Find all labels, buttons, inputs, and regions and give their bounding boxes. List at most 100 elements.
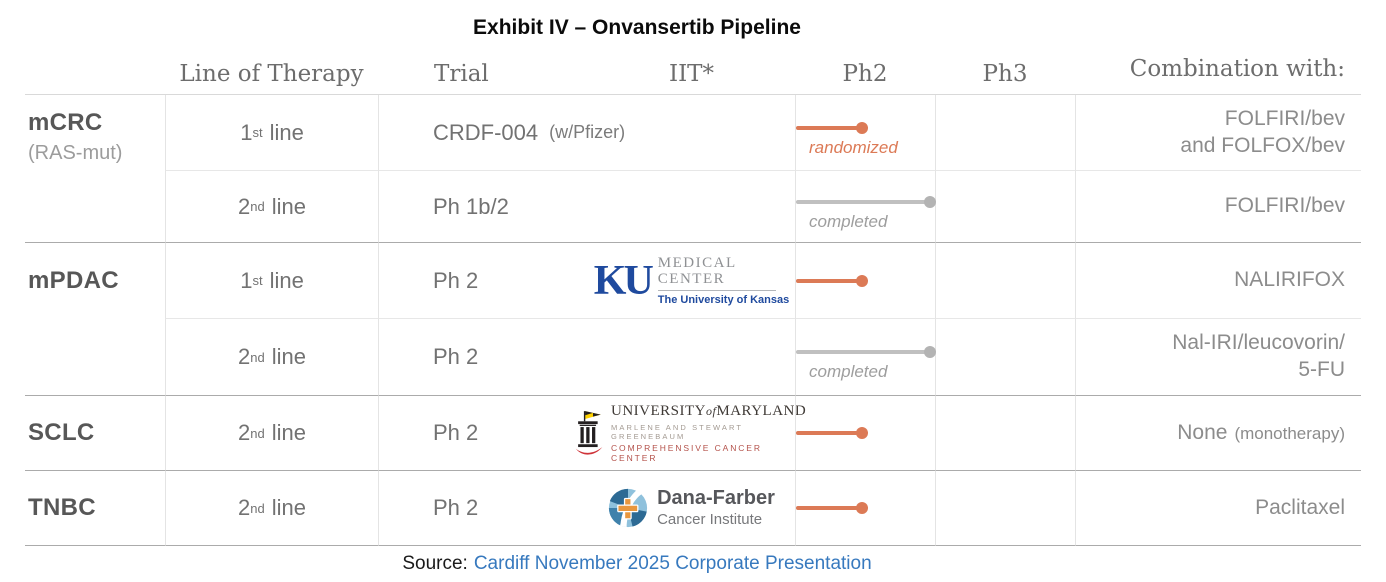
page-title: Exhibit IV – Onvansertib Pipeline <box>473 16 801 39</box>
combination-cell: FOLFIRI/bev <box>1075 171 1361 243</box>
combination-cell: NALIRIFOX <box>1075 243 1361 319</box>
line-ordinal-suffix: nd <box>250 500 265 516</box>
line-ordinal: 2 <box>238 495 251 520</box>
progress-line <box>796 195 936 208</box>
trial-name: Ph 1b/2 <box>433 193 509 219</box>
line-ordinal-suffix: st <box>252 273 263 288</box>
trial-name: CRDF-004 <box>433 119 539 145</box>
disease-sublabel: (RAS-mut) <box>28 142 123 164</box>
ku-medical-text: MEDICAL <box>657 254 737 271</box>
source-link[interactable]: Cardiff November 2025 Corporate Presenta… <box>473 553 872 574</box>
university-of-maryland-logo: UNIVERSITYofMARYLAND MARLENE AND STEWART… <box>575 403 808 463</box>
combination-line1: Paclitaxel <box>1255 495 1345 519</box>
progress-dot <box>856 274 868 287</box>
ph3-cell <box>935 396 1075 471</box>
ph3-cell <box>935 319 1075 396</box>
trial-cell: Ph 2 <box>378 319 588 396</box>
line-ordinal-suffix: nd <box>250 199 265 214</box>
ph2-cell: randomized <box>795 95 935 171</box>
disease-cell <box>25 171 165 243</box>
line-ordinal: 2 <box>238 193 251 219</box>
disease-label: mPDAC <box>28 267 119 294</box>
ph2-cell: completed <box>795 319 936 396</box>
line-ordinal: 2 <box>238 344 251 369</box>
progress-line <box>796 427 868 439</box>
line-word: line <box>271 420 306 445</box>
umd-name: UNIVERSITYofMARYLAND <box>611 403 807 419</box>
trial-partner-note: (w/Pfizer) <box>549 122 626 142</box>
disease-label: SCLC <box>28 419 95 446</box>
source-label: Source: <box>402 553 468 574</box>
ku-medical-center-logo: KU MEDICAL CENTER The University of Kans… <box>594 255 789 306</box>
ph3-cell <box>935 243 1075 319</box>
combination-note: (monotherapy) <box>1234 423 1345 443</box>
combination-cell: FOLFIRI/bev and FOLFOX/bev <box>1075 95 1361 171</box>
umd-subline-2: COMPREHENSIVE CANCER CENTER <box>611 443 762 463</box>
ph2-progress-marker: completed <box>796 171 936 242</box>
trial-cell: Ph 2 <box>378 471 588 546</box>
progress-dot <box>924 346 936 358</box>
line-ordinal-suffix: nd <box>250 349 265 365</box>
progress-dot <box>924 195 936 208</box>
ph2-progress-marker <box>796 243 935 318</box>
trial-cell: CRDF-004 (w/Pfizer) <box>378 95 625 171</box>
progress-dot <box>856 121 868 134</box>
progress-dot <box>856 502 868 514</box>
header-combination: Combination with: <box>1129 55 1345 82</box>
disease-cell <box>25 319 165 396</box>
iit-cell <box>588 95 795 171</box>
iit-cell: Dana-Farber Cancer Institute <box>588 471 795 546</box>
disease-cell: TNBC <box>25 471 165 546</box>
ku-wordmark: KU <box>593 257 654 304</box>
line-ordinal: 1 <box>240 119 253 145</box>
iit-cell: UNIVERSITYofMARYLAND MARLENE AND STEWART… <box>575 396 806 471</box>
source-line: Source: Cardiff November 2025 Corporate P… <box>0 553 1274 575</box>
ph2-cell <box>795 471 935 546</box>
combination-line1: FOLFIRI/bev <box>1224 106 1345 130</box>
combination-line2: and FOLFOX/bev <box>1180 133 1345 157</box>
trial-cell: Ph 2 <box>378 396 588 471</box>
line-word: line <box>269 267 304 293</box>
ph2-cell <box>795 396 935 471</box>
disease-cell: mPDAC <box>25 243 165 319</box>
ph2-progress-marker <box>796 396 935 470</box>
disease-label: mCRC <box>28 109 103 136</box>
header-line-of-therapy: Line of Therapy <box>179 61 364 87</box>
ph2-progress-marker: completed <box>796 319 936 395</box>
ph3-cell <box>935 171 1075 243</box>
ku-center-text: CENTER <box>657 271 726 287</box>
trial-name: Ph 2 <box>433 495 479 520</box>
ph2-cell <box>795 243 935 319</box>
progress-line <box>796 121 868 134</box>
progress-label: completed <box>809 362 888 381</box>
trial-cell: Ph 1b/2 <box>378 171 588 243</box>
umd-subline-1: MARLENE AND STEWART GREENEBAUM <box>611 423 743 441</box>
ph2-cell: completed <box>795 171 936 243</box>
disease-cell: SCLC <box>25 396 165 471</box>
table-header-row: Line of Therapy Trial IIT* Ph2 Ph3 Combi… <box>25 52 1361 95</box>
progress-label: randomized <box>809 137 898 157</box>
header-ph2: Ph2 <box>842 61 888 87</box>
combination-cell: None (monotherapy) <box>1075 396 1361 471</box>
combination-line1: FOLFIRI/bev <box>1224 194 1345 218</box>
line-ordinal-suffix: nd <box>250 425 265 441</box>
trial-name: Ph 2 <box>433 420 479 445</box>
header-ph3: Ph3 <box>982 61 1028 87</box>
combination-cell: Nal-IRI/leucovorin/ 5-FU <box>1075 319 1361 396</box>
line-ordinal-suffix: st <box>252 125 263 140</box>
progress-line <box>796 502 868 514</box>
ph3-cell <box>935 471 1075 546</box>
dfci-subtitle: Cancer Institute <box>657 511 763 528</box>
header-indication <box>25 52 165 94</box>
